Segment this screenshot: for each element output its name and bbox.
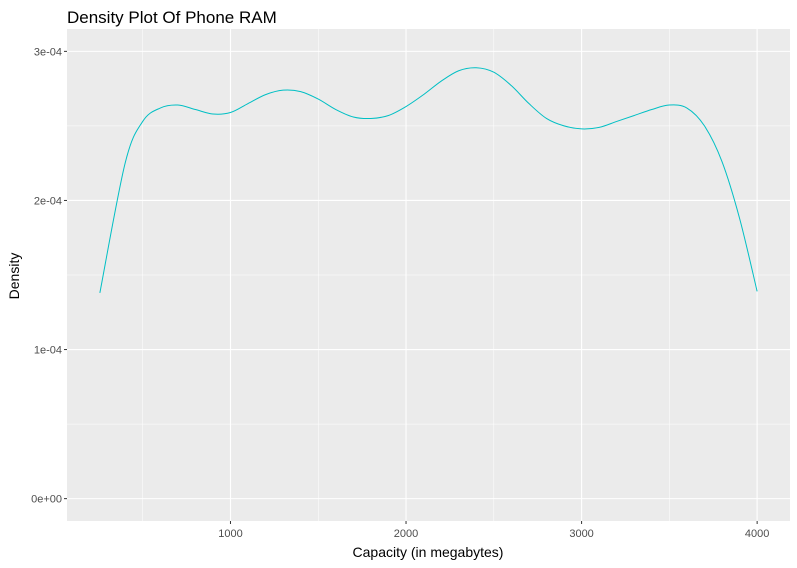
x-axis-title: Capacity (in megabytes): [353, 544, 504, 560]
x-tick-label: 3000: [569, 528, 593, 540]
major-gridlines: [67, 29, 790, 521]
y-axis-ticks: 0e+00 1e-04 2e-04 3e-04: [31, 46, 67, 506]
y-tick-label: 0e+00: [31, 494, 62, 506]
y-tick-label: 2e-04: [34, 195, 62, 207]
y-tick-label: 3e-04: [34, 46, 62, 58]
x-axis-ticks: 1000 2000 3000 4000: [218, 521, 769, 540]
x-tick-label: 2000: [394, 528, 418, 540]
density-line: [99, 67, 758, 293]
y-tick-label: 1e-04: [34, 345, 62, 357]
y-axis-title: Density: [6, 253, 22, 300]
minor-gridlines: [67, 29, 790, 521]
chart-title: Density Plot Of Phone RAM: [67, 8, 277, 27]
x-tick-label: 1000: [218, 528, 242, 540]
x-tick-label: 4000: [745, 528, 769, 540]
